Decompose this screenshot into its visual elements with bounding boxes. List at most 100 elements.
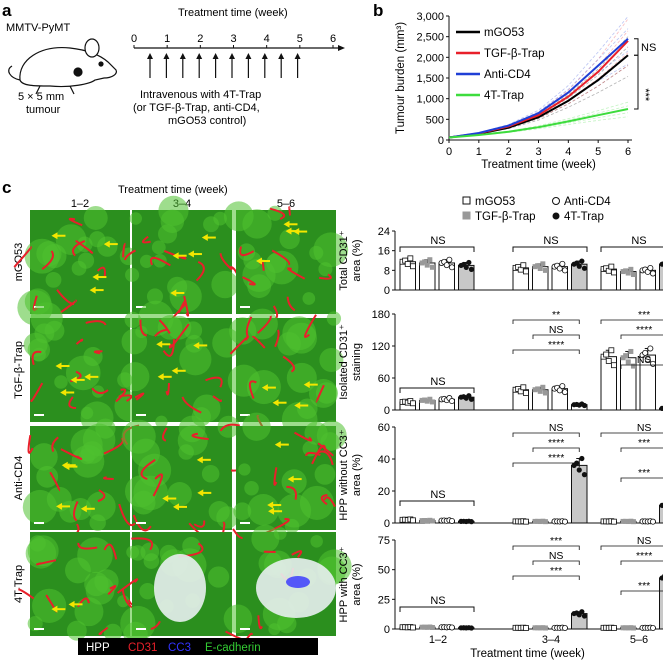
significance-bracket — [620, 477, 663, 482]
ecad-blob — [284, 518, 300, 534]
tumour-size-label: 5 × 5 mm — [18, 91, 64, 103]
data-point — [429, 518, 435, 524]
timeline-tick-label: 5 — [297, 33, 303, 45]
data-point — [561, 267, 568, 274]
significance-label: *** — [638, 467, 650, 479]
bar — [659, 263, 663, 291]
y-tick-label: 0 — [384, 624, 390, 636]
data-point — [559, 383, 566, 390]
data-point — [642, 349, 649, 356]
timeline-tick-label: 3 — [230, 33, 236, 45]
bar-chart-panel: 0 60 120 180 Isolated CD31⁺ staining NS ** NS ***… — [338, 309, 663, 417]
data-point — [523, 518, 529, 525]
image-grid-header: Treatment time (week) — [118, 184, 228, 196]
data-point — [468, 625, 475, 631]
ecad-blob — [281, 469, 307, 495]
significance-bracket — [600, 246, 663, 252]
significance-label: NS — [430, 376, 445, 388]
cd31-vessel — [162, 339, 175, 357]
data-point — [404, 261, 411, 267]
data-point — [448, 624, 455, 631]
cd31-vessel — [286, 485, 297, 500]
stain-legend: HPP CD31 CC3 E-cadherin — [78, 638, 318, 655]
significance-label: **** — [548, 452, 564, 464]
cd31-vessel — [150, 256, 171, 267]
arrow-marker-head — [267, 501, 274, 509]
significance-bracket — [620, 364, 663, 369]
y-tick-label: 25 — [378, 594, 390, 606]
cd31-vessel — [161, 427, 168, 442]
legend-marker — [552, 197, 560, 205]
ecad-blob — [139, 254, 154, 269]
ecad-blob — [167, 482, 192, 507]
y-tick-label: 180 — [372, 309, 390, 321]
data-point — [611, 362, 617, 369]
significance-bracket — [532, 560, 580, 565]
arrow-marker-head — [70, 376, 77, 384]
individual-trace — [448, 28, 629, 138]
arrow-marker-head — [187, 250, 194, 258]
cd31-vessel — [323, 496, 336, 508]
arrow-marker-head — [157, 373, 164, 381]
cd31-vessel — [304, 314, 317, 338]
treatment-timeline: 0 1 2 3 4 5 6 — [131, 33, 345, 78]
data-point — [448, 398, 455, 405]
y-tick-label: 1,500 — [416, 73, 444, 85]
x-tick-label: 5 — [595, 146, 601, 158]
data-point — [561, 518, 568, 525]
y-tick-label: 0 — [384, 405, 390, 417]
cd31-vessel — [286, 296, 296, 312]
data-point — [579, 455, 585, 462]
ecad-blob — [308, 378, 338, 408]
individual-trace — [448, 30, 629, 138]
arrow-marker-head — [80, 505, 87, 513]
cd31-vessel — [242, 276, 256, 286]
ecad-blob — [310, 535, 323, 548]
data-point — [576, 467, 582, 473]
data-point — [422, 397, 428, 403]
ecad-blob — [319, 347, 344, 372]
ecad-blob — [27, 616, 43, 632]
bar — [659, 504, 663, 524]
cd31-vessel — [288, 206, 292, 216]
timeline-title: Treatment time (week) — [178, 7, 288, 19]
bar-legend: mGO53 Anti-CD4 TGF-β-Trap 4T-Trap — [462, 196, 611, 223]
cd31-vessel — [118, 503, 136, 527]
data-point — [540, 625, 546, 631]
data-point — [623, 625, 629, 631]
data-point — [579, 258, 585, 264]
x-group-label: 3–4 — [542, 634, 560, 646]
y-axis-label-line2: staining — [351, 343, 363, 381]
arrow-marker-head — [68, 600, 75, 608]
arrow-marker-head — [89, 286, 96, 294]
data-point — [422, 624, 428, 630]
data-point — [446, 256, 453, 263]
stain-legend-entry: CD31 — [128, 642, 157, 654]
data-point — [628, 518, 634, 524]
arrow-marker-head — [55, 362, 62, 370]
data-point — [603, 351, 610, 358]
significance-label: ** — [552, 309, 560, 321]
ecad-blob — [153, 254, 167, 268]
ecad-blob — [125, 267, 140, 282]
data-point — [579, 609, 585, 615]
data-point — [422, 518, 428, 524]
data-point — [620, 269, 626, 275]
data-point — [410, 517, 416, 524]
ecad-blob — [177, 425, 208, 456]
data-point — [556, 387, 563, 394]
significance-bracket — [512, 462, 580, 467]
ecad-blob — [80, 406, 94, 420]
ecad-blob — [54, 375, 68, 389]
ecad-blob — [121, 419, 156, 454]
sig-bracket — [634, 54, 639, 110]
image-column-label: 1–2 — [71, 198, 89, 210]
timeline-tick-label: 6 — [330, 33, 336, 45]
ecad-blob — [30, 443, 58, 471]
data-point — [625, 270, 631, 276]
ecad-blob — [208, 501, 230, 523]
cd31-vessel — [49, 471, 61, 492]
cd31-vessel — [318, 273, 332, 280]
cc3-region — [286, 576, 310, 588]
